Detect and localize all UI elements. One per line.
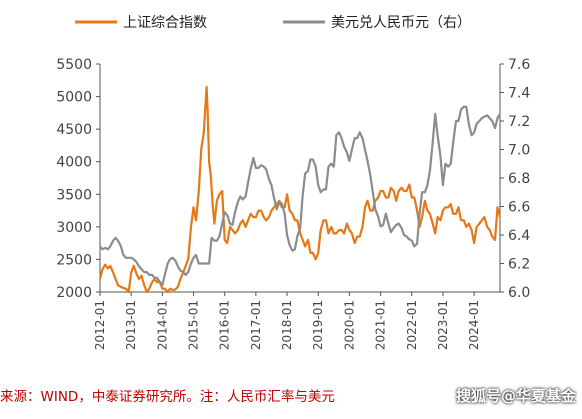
right-tick-label: 6.4	[508, 228, 530, 244]
left-tick-label: 5000	[56, 90, 92, 106]
left-tick-label: 4000	[56, 155, 92, 171]
x-tick-label: 2017-01	[249, 300, 263, 350]
shcomp-line	[98, 85, 502, 294]
usdcny-line	[99, 105, 501, 286]
source-note: 来源：WIND，中泰证券研究所。注：人民币汇率与美元	[0, 385, 582, 411]
left-tick-label: 3500	[56, 187, 92, 203]
right-tick-label: 6.8	[508, 171, 530, 187]
legend-label-usdcny: 美元兑人民币元（右）	[331, 15, 471, 31]
watermark: 搜狐号@华夏基金	[455, 387, 576, 405]
x-tick-label: 2016-01	[218, 300, 232, 350]
right-tick-label: 7.6	[508, 57, 530, 73]
source-text: 来源：WIND，中泰证券研究所。注：人民币汇率与美元	[0, 389, 335, 405]
left-tick-label: 4500	[56, 122, 92, 138]
x-tick-label: 2012-01	[93, 300, 107, 350]
left-tick-label: 5500	[56, 57, 92, 73]
x-tick-label: 2023-01	[436, 300, 450, 350]
chart: 上证综合指数 美元兑人民币元（右） 2000 2500 3000 3500 4000 450…	[56, 15, 530, 350]
right-tick-label: 6.0	[508, 285, 530, 301]
x-tick-label: 2019-01	[311, 300, 325, 350]
axes: 2000 2500 3000 3500 4000 4500 5000 5500 6.0 6.2 6.…	[56, 57, 530, 350]
x-tick-label: 2020-01	[342, 300, 356, 350]
plot-area	[98, 85, 502, 294]
x-tick-label: 2013-01	[124, 300, 138, 350]
x-tick-label: 2018-01	[280, 300, 294, 350]
right-tick-label: 6.2	[508, 257, 530, 273]
right-tick-label: 7.4	[508, 86, 530, 102]
right-tick-label: 7.2	[508, 114, 530, 130]
right-tick-label: 7.0	[508, 143, 530, 159]
left-tick-label: 2000	[56, 285, 92, 301]
x-tick-label: 2022-01	[405, 300, 419, 350]
left-tick-label: 3000	[56, 220, 92, 236]
x-tick-label: 2014-01	[155, 300, 169, 350]
x-tick-label: 2015-01	[187, 300, 201, 350]
legend-label-shcomp: 上证综合指数	[123, 15, 207, 31]
left-tick-label: 2500	[56, 252, 92, 268]
x-tick-label: 2021-01	[374, 300, 388, 350]
legend: 上证综合指数 美元兑人民币元（右）	[75, 15, 471, 31]
right-tick-label: 6.6	[508, 200, 530, 216]
x-tick-label: 2024-01	[467, 300, 481, 350]
